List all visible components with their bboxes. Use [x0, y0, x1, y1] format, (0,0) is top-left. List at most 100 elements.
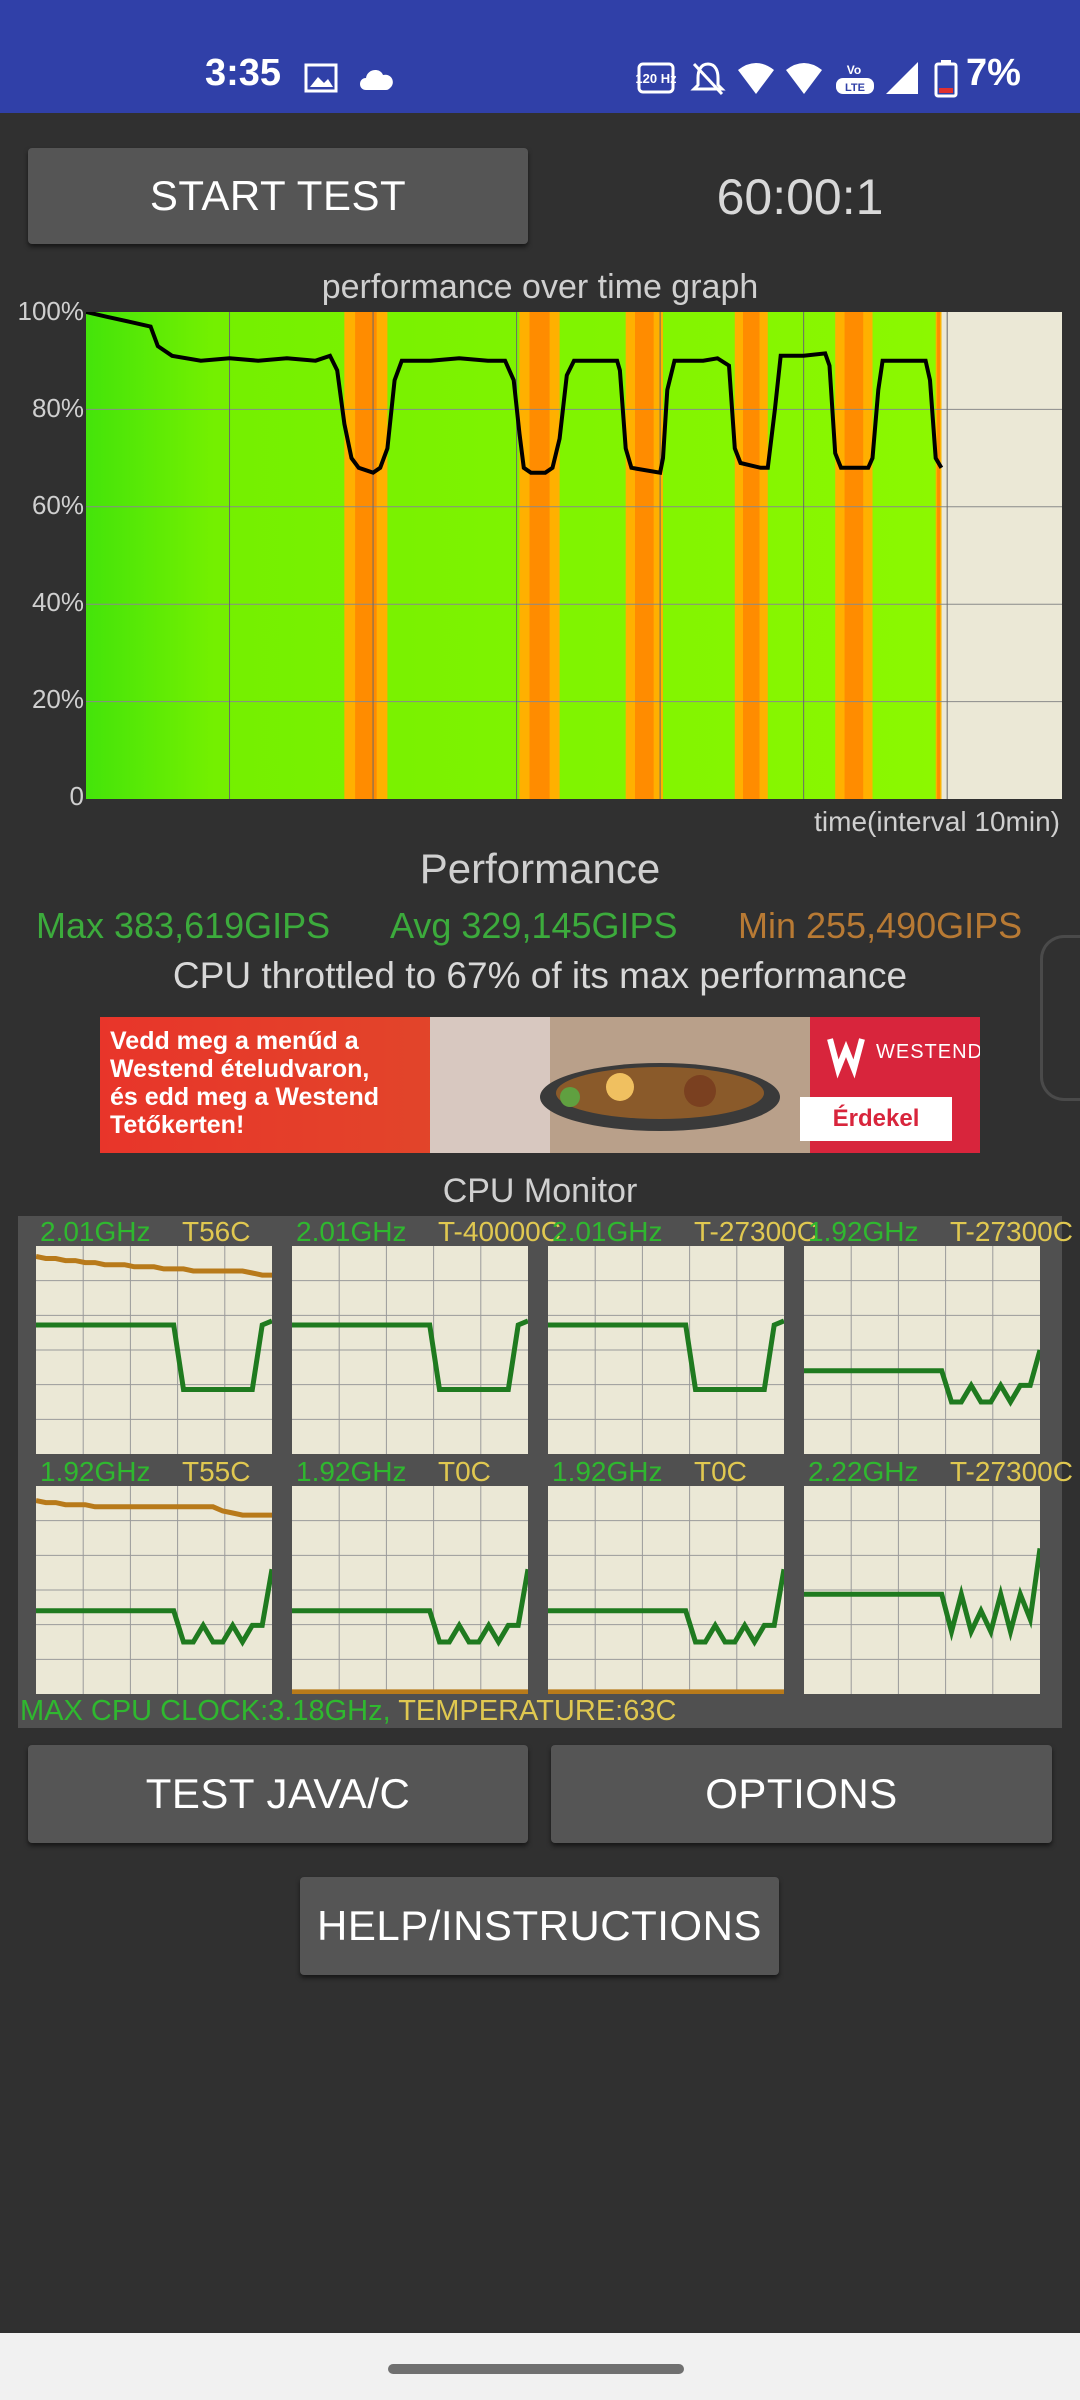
- ad-banner-graphic: [100, 1017, 980, 1153]
- core-cell: 1.92GHz T-27300C: [804, 1216, 1073, 1456]
- core-plot: [804, 1246, 1043, 1454]
- y-tick-60: 60%: [31, 490, 84, 520]
- core-chart: [804, 1486, 1043, 1694]
- core-frequency-line: [804, 1548, 1043, 1642]
- core-temperature: T56C: [182, 1216, 251, 1247]
- core-cell: 2.01GHz T-40000C: [292, 1216, 561, 1456]
- core-chart: [548, 1486, 787, 1695]
- core-chart: [35, 1486, 275, 1694]
- test-timer: 60:00:1: [716, 169, 884, 225]
- core-plot: [35, 1246, 273, 1454]
- core-frequency: 1.92GHz: [40, 1456, 151, 1487]
- start-test-button[interactable]: START TEST: [28, 148, 528, 244]
- options-button[interactable]: OPTIONS: [551, 1745, 1052, 1843]
- y-tick-80: 80%: [31, 393, 84, 423]
- y-tick-20: 20%: [31, 684, 84, 714]
- core-temperature: T-40000C: [438, 1216, 561, 1247]
- performance-line: [86, 312, 944, 475]
- y-tick-0: 0: [69, 781, 84, 811]
- core-temperature: T-27300C: [694, 1216, 817, 1247]
- ad-cta-button[interactable]: Érdekel: [832, 1105, 920, 1132]
- throttled-band-core: [529, 312, 550, 799]
- performance-graph: [86, 312, 1062, 799]
- core-frequency-line: [548, 1318, 785, 1392]
- core-temperature-line: [35, 1498, 272, 1518]
- core-plot: [548, 1246, 785, 1454]
- throttled-band-core: [635, 312, 654, 799]
- core-cell: 2.22GHz T-27300C: [804, 1456, 1073, 1696]
- core-temperature: T0C: [694, 1456, 747, 1487]
- image-icon: [304, 63, 338, 93]
- core-frequency: 1.92GHz: [296, 1456, 407, 1487]
- performance-chart: [86, 312, 1062, 799]
- core-temperature: T0C: [438, 1456, 491, 1487]
- status-time: 3:35: [205, 52, 282, 94]
- core-temperature-line: [35, 1253, 272, 1278]
- core-frequency: 1.92GHz: [808, 1216, 919, 1247]
- y-tick-40: 40%: [31, 587, 84, 617]
- svg-text:Vo: Vo: [847, 63, 861, 77]
- core-frequency-line: [804, 1349, 1043, 1407]
- core-frequency-line: [292, 1568, 531, 1647]
- core-cell: 2.01GHz T56C: [35, 1216, 274, 1456]
- core-plot: [292, 1246, 529, 1454]
- core-cell: 2.01GHz T-27300C: [548, 1216, 817, 1456]
- edge-panel-handle[interactable]: [1040, 935, 1080, 1101]
- home-gesture-handle[interactable]: [388, 2364, 684, 2374]
- svg-text:LTE: LTE: [845, 82, 865, 94]
- svg-text:120 Hz: 120 Hz: [636, 71, 676, 86]
- core-frequency: 2.01GHz: [40, 1216, 151, 1247]
- core-plot: [804, 1486, 1043, 1694]
- performance-title: Performance: [419, 845, 661, 892]
- core-frequency-line: [36, 1318, 273, 1392]
- throttled-band-core: [743, 312, 760, 799]
- core-frequency: 2.01GHz: [296, 1216, 407, 1247]
- cpu-monitor-title: CPU Monitor: [442, 1172, 638, 1210]
- core-chart: [292, 1486, 531, 1695]
- throttled-band-core: [844, 312, 864, 799]
- ad-brand: WESTEND: [876, 1041, 980, 1063]
- cloud-icon: [360, 69, 393, 90]
- core-plot: [292, 1486, 531, 1695]
- ad-headline: Vedd meg a menűd a Westend ételudvaron, …: [110, 1027, 380, 1139]
- core-frequency: 2.22GHz: [808, 1456, 919, 1487]
- core-cell: 1.92GHz T55C: [35, 1456, 275, 1696]
- graph-title: performance over time graph: [321, 268, 759, 306]
- avg-performance: Avg 329,145GIPS: [390, 905, 678, 946]
- test-java-c-button[interactable]: TEST JAVA/C: [28, 1745, 528, 1843]
- max-performance: Max 383,619GIPS: [36, 905, 331, 946]
- core-temperature: T-27300C: [950, 1216, 1073, 1247]
- core-frequency-line: [548, 1568, 787, 1647]
- ad-banner[interactable]: Vedd meg a menűd a Westend ételudvaron, …: [100, 1017, 980, 1153]
- throttle-summary: CPU throttled to 67% of its max performa…: [172, 955, 908, 996]
- y-tick-100: 100%: [17, 296, 85, 326]
- throttled-band-core: [355, 312, 377, 799]
- cpu-temperature: TEMPERATURE:63C: [390, 1695, 677, 1727]
- signal-icon: [886, 62, 918, 94]
- wifi-icon: [786, 63, 822, 94]
- core-chart: [804, 1246, 1043, 1454]
- core-chart: [35, 1246, 273, 1454]
- cpu-monitor-footer: MAX CPU CLOCK:3.18GHz, TEMPERATURE:63C: [20, 1695, 676, 1728]
- core-temperature: T-27300C: [950, 1456, 1073, 1487]
- volte-icon: LTE Vo: [836, 63, 874, 94]
- battery-percent: 7%: [966, 52, 1021, 94]
- wifi-icon: [738, 63, 774, 94]
- core-plot: [35, 1486, 275, 1694]
- throttled-band-core: [937, 312, 940, 799]
- max-cpu-clock: MAX CPU CLOCK:3.18GHz,: [20, 1695, 391, 1727]
- bell-off-icon: [690, 62, 726, 96]
- core-chart: [292, 1246, 529, 1454]
- core-frequency-line: [36, 1568, 275, 1647]
- graph-x-label: time(interval 10min): [814, 806, 1060, 837]
- core-cell: 1.92GHz T0C: [548, 1456, 787, 1696]
- core-frequency-line: [292, 1318, 529, 1392]
- core-frequency: 1.92GHz: [552, 1456, 663, 1487]
- core-chart: [548, 1246, 785, 1454]
- help-instructions-button[interactable]: HELP/INSTRUCTIONS: [300, 1877, 779, 1975]
- core-temperature: T55C: [182, 1456, 251, 1487]
- refresh-rate-icon: 120 Hz: [636, 62, 676, 94]
- core-plot: [548, 1486, 787, 1695]
- cpu-monitor-panel: 2.01GHz T56C 2.01GHz T-40000C 2.01GHz T-…: [18, 1216, 1073, 1728]
- core-frequency: 2.01GHz: [552, 1216, 663, 1247]
